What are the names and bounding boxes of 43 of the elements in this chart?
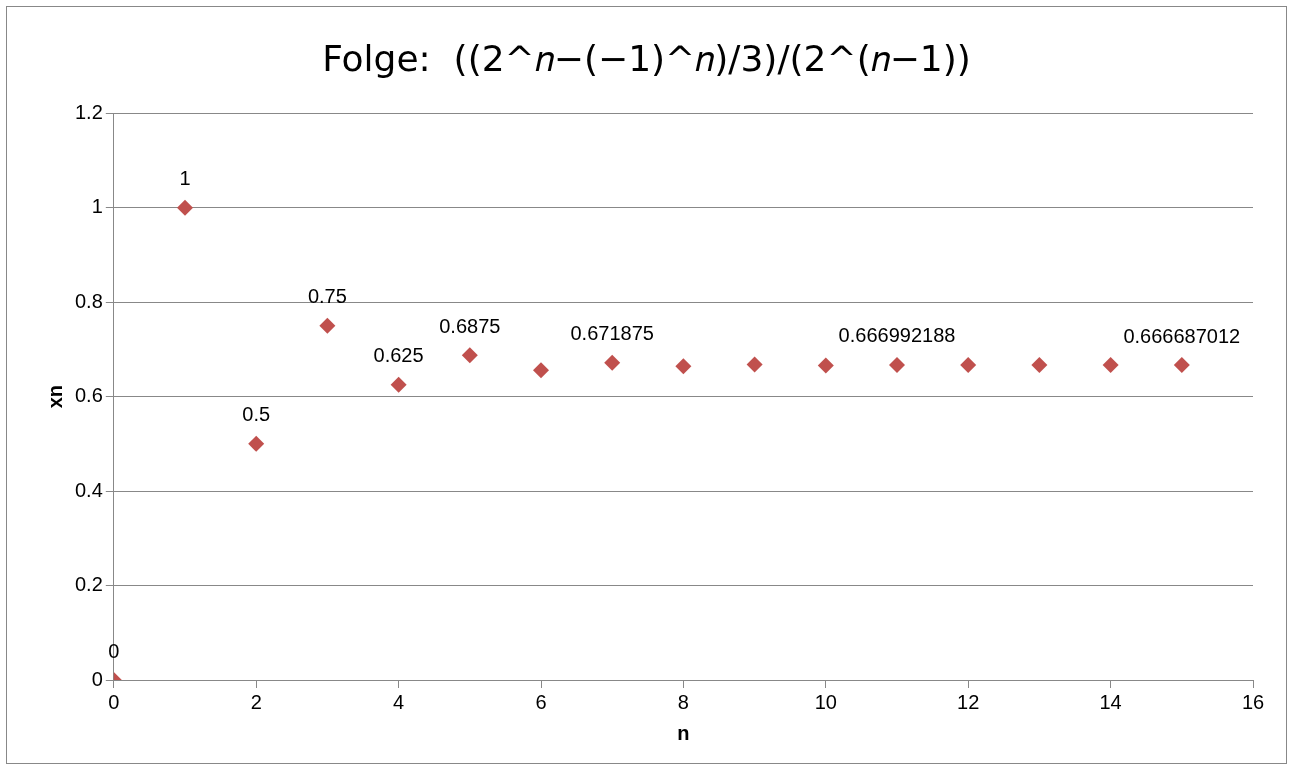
data-label: 0.671875 <box>570 322 654 345</box>
y-tick-label: 1.2 <box>74 100 103 123</box>
point <box>889 356 905 373</box>
point <box>1031 356 1048 373</box>
data-label: 0.666687012 <box>1123 324 1241 347</box>
point <box>817 357 834 374</box>
point <box>390 376 407 393</box>
y-axis-title: xn <box>43 384 66 409</box>
y-tick-label: 0.6 <box>74 384 103 407</box>
y-tick-label: 1 <box>91 195 103 218</box>
x-tick-label: 12 <box>957 690 980 713</box>
y-tick-label: 0.4 <box>74 478 103 501</box>
chart-title: Folge: ((2^𝑛−(−1)^𝑛)/3)/(2^(𝑛−1)) <box>322 37 971 79</box>
x-axis-title: n <box>677 721 690 744</box>
point <box>248 435 265 452</box>
data-label: 0 <box>108 639 120 662</box>
point <box>177 199 193 216</box>
data-label: 0.75 <box>307 285 347 308</box>
y-tick-label: 0 <box>91 667 103 690</box>
point <box>1102 356 1119 373</box>
data-label: 0.666992188 <box>838 324 956 347</box>
point <box>746 356 763 373</box>
x-tick-label: 14 <box>1099 690 1122 713</box>
point <box>533 362 549 379</box>
data-label: 1 <box>179 167 191 190</box>
x-tick-label: 10 <box>814 690 837 713</box>
x-tick-label: 0 <box>108 690 120 713</box>
data-label: 0.5 <box>242 403 271 426</box>
x-tick-label: 6 <box>535 690 547 713</box>
point <box>1173 357 1190 374</box>
x-tick-label: 8 <box>677 690 689 713</box>
y-tick-label: 0.8 <box>74 289 103 312</box>
point <box>604 354 621 371</box>
point <box>675 358 692 375</box>
data-label: 0.6875 <box>439 314 501 337</box>
x-tick-label: 2 <box>250 690 262 713</box>
point <box>461 347 478 364</box>
point <box>960 356 977 373</box>
x-tick-label: 4 <box>393 690 405 713</box>
y-tick-label: 0.2 <box>74 573 103 596</box>
point <box>319 317 336 334</box>
x-tick-label: 16 <box>1241 690 1265 713</box>
data-label: 0.625 <box>373 344 424 367</box>
